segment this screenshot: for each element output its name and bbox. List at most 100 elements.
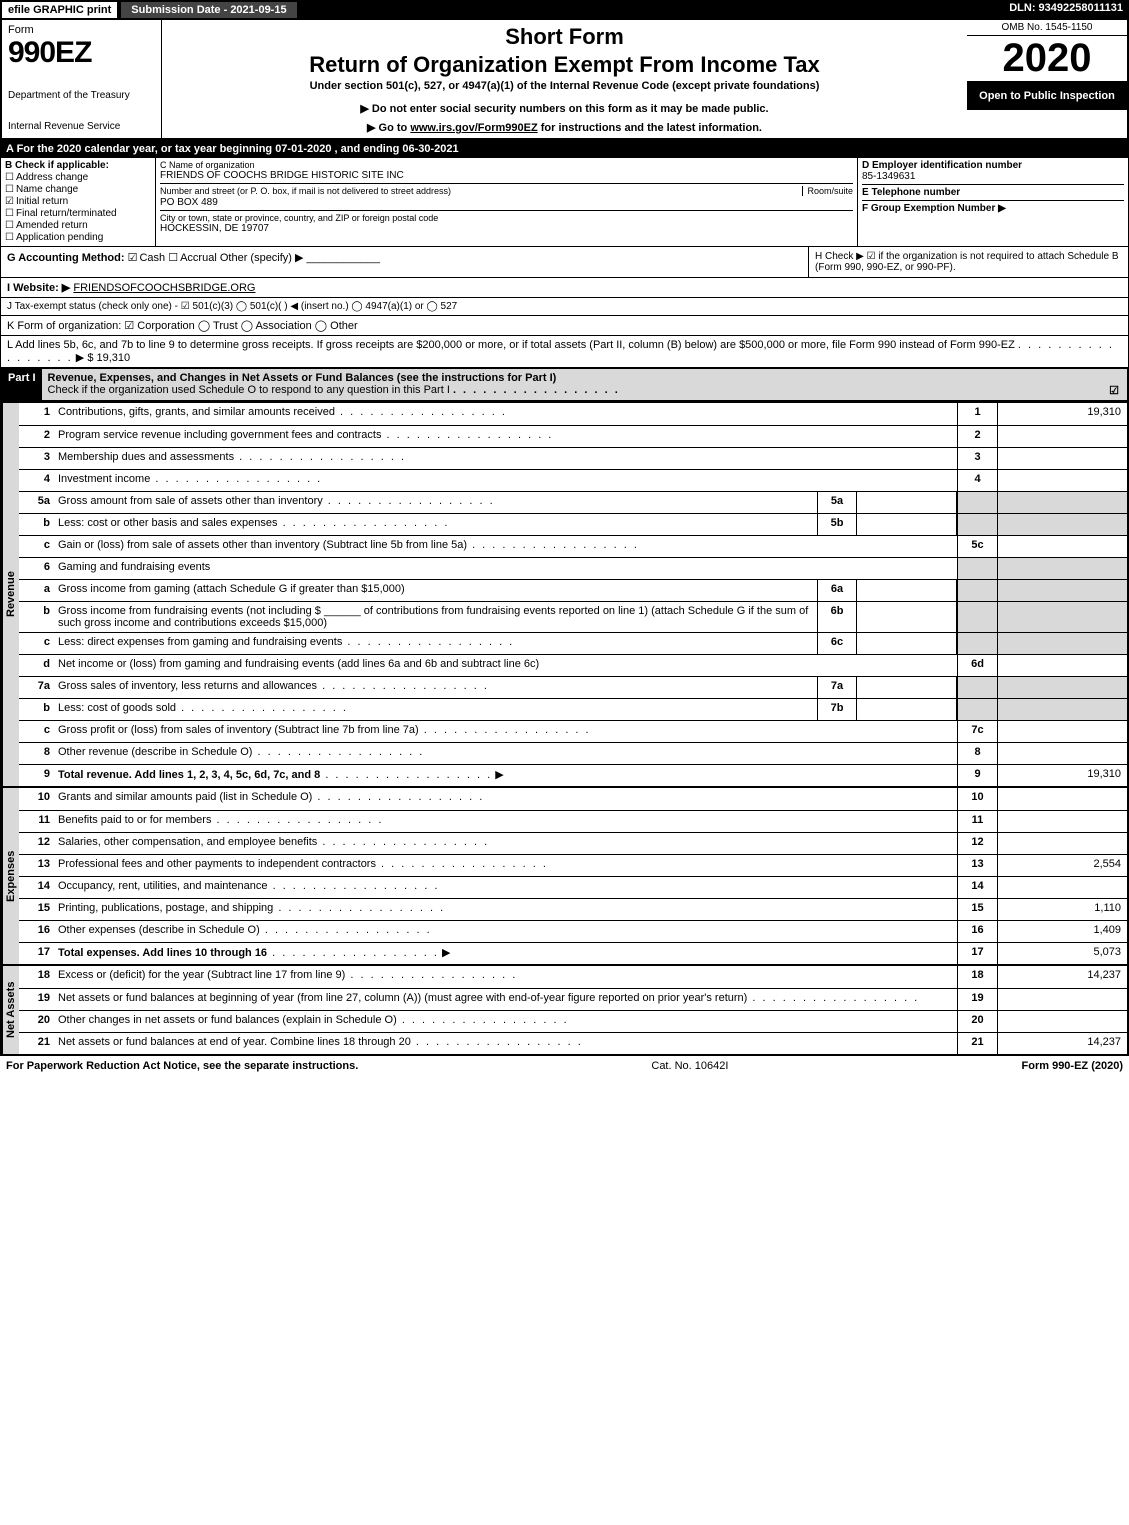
l6a-midval <box>857 580 957 601</box>
shade-cell <box>997 699 1127 720</box>
l7c-value <box>997 721 1127 742</box>
l1-num: 1 <box>19 403 54 425</box>
shade-cell <box>957 492 997 513</box>
chk-cash[interactable] <box>128 252 140 264</box>
line-g: G Accounting Method: Cash Accrual Other … <box>1 247 808 277</box>
l18-value: 14,237 <box>997 966 1127 988</box>
l21-rnum: 21 <box>957 1033 997 1054</box>
dept-treasury: Department of the Treasury <box>8 90 155 101</box>
l2-num: 2 <box>19 426 54 447</box>
l16-text: Other expenses (describe in Schedule O) <box>54 921 957 942</box>
chk-final-return[interactable]: Final return/terminated <box>5 208 151 219</box>
irs-link[interactable]: www.irs.gov/Form990EZ <box>410 122 537 134</box>
l8-rnum: 8 <box>957 743 997 764</box>
chk-name-change[interactable]: Name change <box>5 184 151 195</box>
chk-address-change[interactable]: Address change <box>5 172 151 183</box>
l4-num: 4 <box>19 470 54 491</box>
line-j: J Tax-exempt status (check only one) - ☑… <box>0 298 1129 316</box>
l5c-text: Gain or (loss) from sale of assets other… <box>54 536 957 557</box>
l8-text: Other revenue (describe in Schedule O) <box>54 743 957 764</box>
chk-schedule-o[interactable] <box>1109 384 1121 397</box>
l18-text: Excess or (deficit) for the year (Subtra… <box>54 966 957 988</box>
l14-rnum: 14 <box>957 877 997 898</box>
l4-value <box>997 470 1127 491</box>
l6c-num: c <box>19 633 54 654</box>
shade-cell <box>957 580 997 601</box>
l20-value <box>997 1011 1127 1032</box>
l2-rnum: 2 <box>957 426 997 447</box>
box-def: D Employer identification number 85-1349… <box>858 158 1128 246</box>
shade-cell <box>997 514 1127 535</box>
l6b-num: b <box>19 602 54 632</box>
l19-rnum: 19 <box>957 989 997 1010</box>
box-d-label: D Employer identification number <box>862 160 1124 171</box>
l4-text: Investment income <box>54 470 957 491</box>
l10-rnum: 10 <box>957 788 997 810</box>
l17-value: 5,073 <box>997 943 1127 964</box>
cash-label: Cash <box>139 252 165 264</box>
l5c-num: c <box>19 536 54 557</box>
l6-text: Gaming and fundraising events <box>54 558 957 579</box>
line-k: K Form of organization: ☑ Corporation ◯ … <box>0 316 1129 336</box>
l7b-mid: 7b <box>817 699 857 720</box>
expenses-side-label: Expenses <box>2 788 19 964</box>
header-left: Form 990EZ Department of the Treasury In… <box>2 20 162 138</box>
efile-print-button[interactable]: efile GRAPHIC print <box>0 0 119 20</box>
shade-cell <box>997 580 1127 601</box>
revenue-lines: 1Contributions, gifts, grants, and simil… <box>19 403 1127 786</box>
chk-accrual[interactable] <box>168 252 180 264</box>
revenue-side-label: Revenue <box>2 403 19 786</box>
l15-value: 1,110 <box>997 899 1127 920</box>
l7a-text: Gross sales of inventory, less returns a… <box>54 677 817 698</box>
l12-num: 12 <box>19 833 54 854</box>
chk-initial-return[interactable]: Initial return <box>5 196 151 207</box>
l11-value <box>997 811 1127 832</box>
shade-cell <box>997 492 1127 513</box>
l12-rnum: 12 <box>957 833 997 854</box>
box-c-name-label: C Name of organization <box>160 160 853 170</box>
box-f-label: F Group Exemption Number ▶ <box>862 200 1124 214</box>
chk-application-pending[interactable]: Application pending <box>5 232 151 243</box>
accrual-label: Accrual <box>180 252 217 264</box>
l7b-num: b <box>19 699 54 720</box>
l6b-mid: 6b <box>817 602 857 632</box>
line-gh: G Accounting Method: Cash Accrual Other … <box>0 247 1129 278</box>
net-assets-section: Net Assets 18Excess or (deficit) for the… <box>0 966 1129 1056</box>
shade-cell <box>997 558 1127 579</box>
l9-rnum: 9 <box>957 765 997 786</box>
website-link[interactable]: FRIENDSOFCOOCHSBRIDGE.ORG <box>73 282 255 294</box>
l10-value <box>997 788 1127 810</box>
l5a-text: Gross amount from sale of assets other t… <box>54 492 817 513</box>
l13-text: Professional fees and other payments to … <box>54 855 957 876</box>
goto-line: ▶ Go to www.irs.gov/Form990EZ for instru… <box>170 121 959 134</box>
header-right: OMB No. 1545-1150 2020 Open to Public In… <box>967 20 1127 138</box>
dept-irs: Internal Revenue Service <box>8 121 155 132</box>
l16-rnum: 16 <box>957 921 997 942</box>
l18-num: 18 <box>19 966 54 988</box>
l7b-midval <box>857 699 957 720</box>
l3-num: 3 <box>19 448 54 469</box>
ein-value: 85-1349631 <box>862 171 1124 182</box>
l12-text: Salaries, other compensation, and employ… <box>54 833 957 854</box>
l5a-num: 5a <box>19 492 54 513</box>
l6-num: 6 <box>19 558 54 579</box>
l5b-midval <box>857 514 957 535</box>
box-c: C Name of organization FRIENDS OF COOCHS… <box>156 158 858 246</box>
revenue-section: Revenue 1Contributions, gifts, grants, a… <box>0 402 1129 788</box>
l6c-text: Less: direct expenses from gaming and fu… <box>54 633 817 654</box>
shade-cell <box>957 514 997 535</box>
other-specify: Other (specify) ▶ <box>220 252 304 264</box>
part-i-title-block: Revenue, Expenses, and Changes in Net As… <box>42 369 1127 400</box>
under-section: Under section 501(c), 527, or 4947(a)(1)… <box>170 80 959 92</box>
l9-text: Total revenue. Add lines 1, 2, 3, 4, 5c,… <box>54 765 957 786</box>
chk-amended-return[interactable]: Amended return <box>5 220 151 231</box>
line-l: L Add lines 5b, 6c, and 7b to line 9 to … <box>0 336 1129 368</box>
l5c-value <box>997 536 1127 557</box>
line-l-text: L Add lines 5b, 6c, and 7b to line 9 to … <box>7 339 1015 351</box>
part-i-checkline: Check if the organization used Schedule … <box>48 384 450 396</box>
page-footer: For Paperwork Reduction Act Notice, see … <box>0 1056 1129 1076</box>
l19-value <box>997 989 1127 1010</box>
city-label: City or town, state or province, country… <box>160 213 853 223</box>
line-i: I Website: ▶ FRIENDSOFCOOCHSBRIDGE.ORG <box>0 278 1129 298</box>
footer-left: For Paperwork Reduction Act Notice, see … <box>6 1060 358 1072</box>
